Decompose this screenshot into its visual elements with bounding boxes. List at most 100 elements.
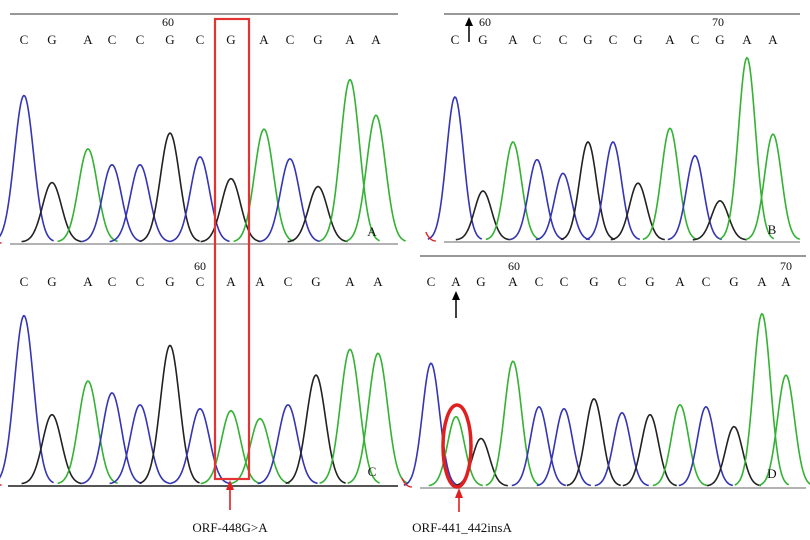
panel-d-base-11: G xyxy=(729,274,738,289)
panel-b-peak-3 xyxy=(509,158,564,241)
panel-d-peak-6 xyxy=(566,397,622,487)
panel-a-peak-10 xyxy=(287,185,348,243)
panel-c-peaks xyxy=(0,314,408,486)
substitution-annotation: ORF-448G>A xyxy=(192,520,268,535)
panel-c-peak-2 xyxy=(57,380,118,485)
panel-d-label: D xyxy=(767,466,776,481)
panel-c-peak-10 xyxy=(285,374,346,485)
panel-b-peak-4 xyxy=(535,172,590,241)
panel-a-trace-tail xyxy=(0,242,2,244)
panel-a-base-7: G xyxy=(226,32,235,47)
panel-c-base-2: A xyxy=(83,274,93,289)
panel-b-base-6: C xyxy=(609,32,618,47)
insertion-annotation: ORF-441_442insA xyxy=(412,520,512,535)
panel-b-base-8: A xyxy=(665,32,675,47)
panel-b-peak-12 xyxy=(745,133,801,241)
panel-c-peak-1 xyxy=(21,414,82,485)
panel-d-peak-3 xyxy=(485,360,541,487)
panel-a-peak-5 xyxy=(139,132,200,243)
insertion-arrow-icon xyxy=(455,488,463,512)
panel-b-peak-5 xyxy=(560,141,616,241)
panel-d-base-8: G xyxy=(645,274,654,289)
panel-b-base-3: C xyxy=(533,32,542,47)
panel-c-trace-tail xyxy=(0,484,2,486)
panel-a-position-60: 60 xyxy=(162,15,174,29)
panel-d-peak-7 xyxy=(594,411,649,487)
panel-c-base-10: G xyxy=(311,274,320,289)
panel-c-peak-12 xyxy=(347,352,408,484)
panel-d-trace-tail xyxy=(401,477,412,488)
panel-d-base-12: A xyxy=(757,274,767,289)
panel-b-peak-6 xyxy=(585,141,641,241)
panel-b-peaks xyxy=(425,56,801,242)
panel-a-base-5: G xyxy=(165,32,174,47)
panel-b-arrow-icon xyxy=(465,17,473,42)
panel-d-base-2: G xyxy=(476,274,485,289)
panel-d-peaks xyxy=(401,312,810,488)
panel-d-base-7: C xyxy=(618,274,627,289)
panel-a-peak-7 xyxy=(200,177,261,243)
panel-b-base-4: C xyxy=(559,32,568,47)
panel-a-base-6: C xyxy=(196,32,205,47)
panel-a-base-0: C xyxy=(20,32,29,47)
panel-a-peak-0 xyxy=(0,94,54,242)
panel-d-peak-10 xyxy=(678,405,734,487)
panel-b-peak-7 xyxy=(610,182,665,241)
insertion-highlight-ellipse xyxy=(441,403,473,489)
panel-a-peak-6 xyxy=(169,156,230,243)
mutation-highlight-box xyxy=(213,17,251,481)
panel-d-base-13: A xyxy=(781,274,791,289)
panel-b-base-0: C xyxy=(451,32,460,47)
panel-c-base-1: G xyxy=(47,274,56,289)
panel-b-base-5: G xyxy=(583,32,592,47)
panel-d-base-3: A xyxy=(508,274,518,289)
panel-b-peak-2 xyxy=(485,141,541,241)
panel-c-peak-7 xyxy=(200,409,261,485)
panel-c-label: C xyxy=(368,464,377,479)
panel-c-peak-8 xyxy=(229,417,290,485)
panel-c-peak-4 xyxy=(109,404,170,485)
panel-a-peak-4 xyxy=(109,163,170,243)
panel-a-peak-3 xyxy=(81,163,142,243)
panel-d-position-60: 60 xyxy=(508,259,520,273)
panel-c-position-60: 60 xyxy=(194,259,206,273)
panel-a-peak-2 xyxy=(57,148,118,243)
panel-b-peak-9 xyxy=(667,154,722,241)
panel-d-peak-8 xyxy=(622,413,677,487)
panel-a-peak-9 xyxy=(259,158,320,243)
panel-b-peak-10 xyxy=(692,199,747,241)
panel-c-base-11: A xyxy=(345,274,355,289)
panel-b-base-10: G xyxy=(715,32,724,47)
panel-b-peak-8 xyxy=(642,127,698,241)
panel-d-peak-11 xyxy=(706,425,761,487)
panel-d-peak-5 xyxy=(536,407,592,487)
panel-b-base-1: G xyxy=(478,32,487,47)
panel-b-peak-1 xyxy=(455,190,510,241)
panel-a-peak-11 xyxy=(319,78,380,242)
substitution-arrow-icon xyxy=(226,480,234,510)
panel-b-position-70: 70 xyxy=(712,15,724,29)
panel-a-peak-8 xyxy=(233,128,294,243)
panel-d-peak-0 xyxy=(403,362,459,487)
panel-b-base-2: A xyxy=(508,32,518,47)
panel-c-peak-3 xyxy=(81,392,142,485)
panel-a-base-3: C xyxy=(108,32,117,47)
panel-a-base-12: A xyxy=(371,32,381,47)
panel-c-peak-6 xyxy=(169,407,230,485)
panel-a-base-4: C xyxy=(136,32,145,47)
panel-d-base-4: C xyxy=(535,274,544,289)
panel-c-peak-0 xyxy=(0,314,54,484)
panel-d-base-6: G xyxy=(589,274,598,289)
panel-a-base-2: A xyxy=(83,32,93,47)
panel-d-peak-1 xyxy=(428,415,483,487)
panel-d-peak-9 xyxy=(652,403,707,487)
panel-b-label: B xyxy=(768,222,777,237)
panel-d-base-5: C xyxy=(560,274,569,289)
panel-d-peak-13 xyxy=(758,374,810,487)
